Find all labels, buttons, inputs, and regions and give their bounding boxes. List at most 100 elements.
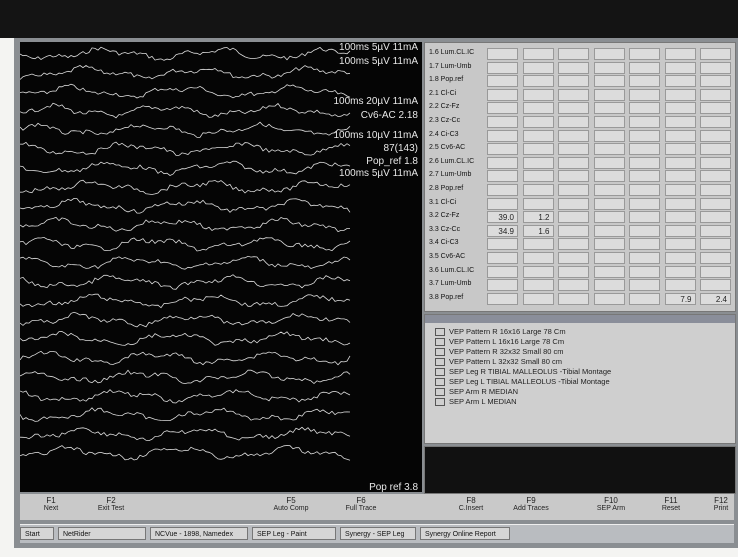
- table-cell: [629, 89, 660, 101]
- table-cell: [594, 238, 625, 250]
- table-cell: [487, 130, 518, 142]
- table-cell: [629, 252, 660, 264]
- table-cell: [558, 211, 589, 223]
- protocol-item[interactable]: SEP Arm R MEDIAN: [435, 387, 518, 396]
- table-cell: [487, 143, 518, 155]
- key-name: F1: [20, 496, 82, 505]
- table-cell: [523, 252, 554, 264]
- table-cell: [558, 238, 589, 250]
- trace-label: 87(143): [384, 143, 418, 154]
- table-cell: [629, 48, 660, 60]
- table-cell: [700, 102, 731, 114]
- table-cell: [487, 102, 518, 114]
- trace: [20, 237, 350, 251]
- table-cell: [700, 211, 731, 223]
- table-cell: [629, 130, 660, 142]
- table-cell: [629, 102, 660, 114]
- table-cell: [700, 225, 731, 237]
- table-cell: [594, 170, 625, 182]
- protocol-item[interactable]: VEP Pattern L 16x16 Large 78 Cm: [435, 337, 564, 346]
- row-label: 1.6 Lum.CL.IC: [429, 49, 474, 56]
- table-cell: [665, 238, 696, 250]
- table-row: 3.8 Pop.ref7.92.4: [427, 292, 727, 308]
- mini-panel: [424, 446, 736, 494]
- row-label: 2.1 Cl-Ci: [429, 90, 456, 97]
- trace: [20, 84, 350, 98]
- task-button[interactable]: NetRider: [58, 527, 146, 540]
- protocol-item[interactable]: VEP Pattern L 32x32 Small 80 cm: [435, 357, 562, 366]
- trace: [20, 390, 350, 403]
- key-name: F8: [440, 496, 502, 505]
- trace-label: 100ms 5µV 11mA: [339, 56, 418, 67]
- protocol-item[interactable]: SEP Leg L TIBIAL MALLEOLUS -Tibial Monta…: [435, 377, 610, 386]
- table-cell: [594, 266, 625, 278]
- row-label: 3.1 Cl-Ci: [429, 199, 456, 206]
- trace: [20, 217, 350, 231]
- table-cell: [594, 293, 625, 305]
- protocol-item[interactable]: VEP Pattern R 32x32 Small 80 cm: [435, 347, 564, 356]
- task-button[interactable]: Synergy Online Report: [420, 527, 510, 540]
- table-cell: [665, 211, 696, 223]
- key-label: Auto Comp: [273, 505, 308, 512]
- key-label: Add Traces: [513, 505, 548, 512]
- table-cell: [487, 293, 518, 305]
- task-button[interactable]: SEP Leg - Paint: [252, 527, 336, 540]
- protocol-item[interactable]: SEP Arm L MEDIAN: [435, 397, 517, 406]
- key-label: Reset: [662, 505, 680, 512]
- protocol-item[interactable]: VEP Pattern R 16x16 Large 78 Cm: [435, 327, 566, 336]
- table-cell: [487, 62, 518, 74]
- table-cell: [594, 143, 625, 155]
- task-button[interactable]: NCVue - 1898, Namedex: [150, 527, 248, 540]
- trace: [20, 103, 350, 118]
- table-cell: [665, 89, 696, 101]
- trace-label: 100ms 5µV 11mA: [339, 42, 418, 53]
- key-label: Exit Test: [98, 505, 124, 512]
- key-name: F12: [690, 496, 738, 505]
- table-cell: [594, 48, 625, 60]
- table-cell: [700, 75, 731, 87]
- table-cell: [700, 238, 731, 250]
- key-name: F5: [260, 496, 322, 505]
- trace-label: 100ms 5µV 11mA: [339, 168, 418, 179]
- table-cell: [594, 116, 625, 128]
- table-cell: [629, 198, 660, 210]
- top-bar: [0, 0, 738, 38]
- table-cell: [487, 170, 518, 182]
- trace: [20, 332, 350, 346]
- table-cell: [594, 62, 625, 74]
- table-cell: [629, 238, 660, 250]
- table-cell: [629, 184, 660, 196]
- table-cell: [594, 157, 625, 169]
- table-cell: [665, 157, 696, 169]
- table-cell: [665, 252, 696, 264]
- protocol-item[interactable]: SEP Leg R TIBIAL MALLEOLUS -Tibial Monta…: [435, 367, 611, 376]
- row-label: 1.8 Pop.ref: [429, 76, 463, 83]
- table-cell: 1.2: [523, 211, 554, 223]
- table-cell: [487, 75, 518, 87]
- trace: [20, 427, 350, 440]
- table-cell: [523, 75, 554, 87]
- table-cell: [700, 266, 731, 278]
- table-cell: [487, 116, 518, 128]
- task-button[interactable]: Synergy - SEP Leg: [340, 527, 416, 540]
- table-cell: [629, 225, 660, 237]
- table-cell: [558, 293, 589, 305]
- table-cell: [558, 266, 589, 278]
- trace: [20, 47, 350, 60]
- task-button[interactable]: Start: [20, 527, 54, 540]
- table-cell: [487, 266, 518, 278]
- row-label: 2.8 Pop.ref: [429, 185, 463, 192]
- table-cell: [558, 170, 589, 182]
- row-label: 2.3 Cz-Cc: [429, 117, 460, 124]
- row-label: 2.2 Cz-Fz: [429, 103, 459, 110]
- table-cell: [665, 225, 696, 237]
- table-cell: [523, 157, 554, 169]
